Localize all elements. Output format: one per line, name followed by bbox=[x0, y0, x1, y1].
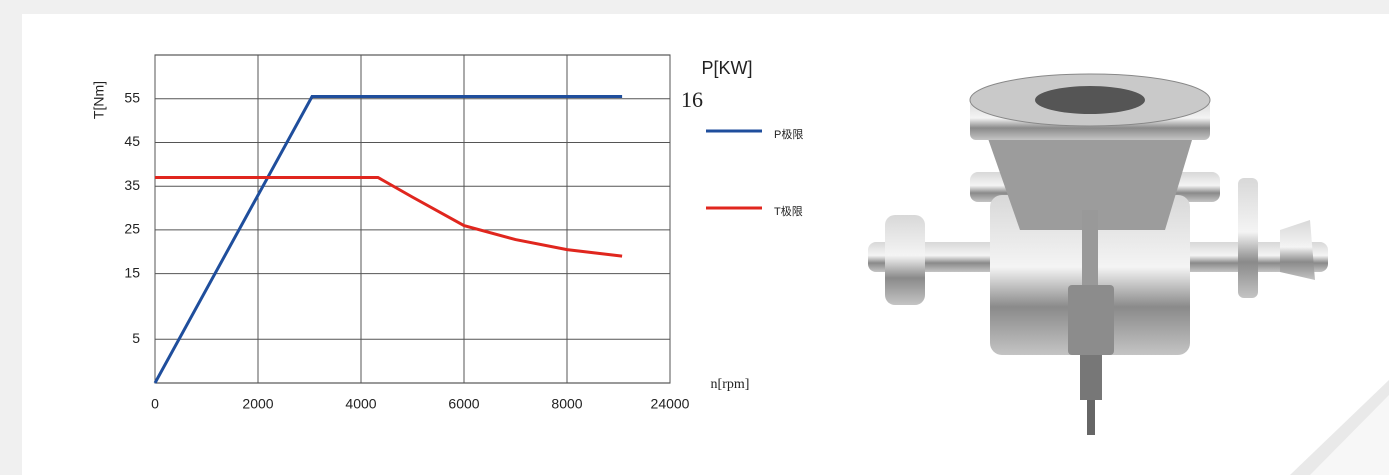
product-image bbox=[868, 73, 1328, 435]
x-tick-label: 4000 bbox=[345, 396, 376, 412]
line bbox=[153, 95, 623, 384]
y-tick-label: 15 bbox=[124, 264, 140, 280]
annotation: 16 bbox=[681, 87, 703, 112]
legend-label: T极限 bbox=[774, 204, 803, 218]
line bbox=[155, 175, 623, 258]
x-axis-title: n[rpm] bbox=[711, 377, 750, 392]
y-axis-title: T[Nm] bbox=[91, 81, 107, 119]
x-tick-label: 2000 bbox=[242, 396, 273, 412]
x-tick-label: 0 bbox=[151, 396, 159, 412]
y2-axis-title: P[KW] bbox=[701, 58, 752, 78]
x-tick-label: 8000 bbox=[551, 396, 582, 412]
y-tick-label: 35 bbox=[124, 177, 140, 193]
y-tick-label: 5 bbox=[132, 330, 140, 346]
y-tick-label: 55 bbox=[124, 89, 140, 105]
y-tick-label: 45 bbox=[124, 133, 140, 149]
corner-decoration bbox=[1310, 395, 1389, 475]
x-tick-label: 6000 bbox=[448, 396, 479, 412]
legend-label: P极限 bbox=[774, 127, 803, 141]
x-tick-label: 24000 bbox=[651, 396, 690, 412]
y-tick-label: 25 bbox=[124, 221, 140, 237]
